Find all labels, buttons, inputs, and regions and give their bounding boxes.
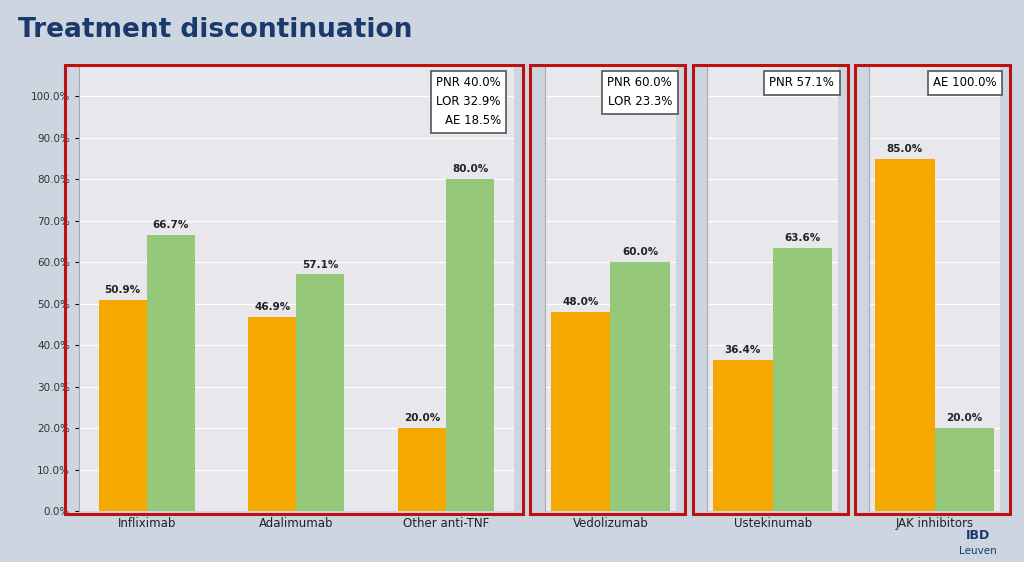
Bar: [446, 179, 495, 511]
Text: 48.0%: 48.0%: [562, 297, 599, 307]
Text: 63.6%: 63.6%: [784, 233, 820, 243]
Bar: [935, 428, 994, 511]
Bar: [551, 312, 610, 511]
Text: 66.7%: 66.7%: [153, 220, 188, 230]
Bar: [249, 317, 296, 511]
Text: 20.0%: 20.0%: [404, 414, 440, 423]
Text: 50.9%: 50.9%: [104, 285, 140, 295]
Text: 85.0%: 85.0%: [887, 144, 923, 154]
Bar: [146, 235, 195, 511]
Text: 20.0%: 20.0%: [946, 414, 983, 423]
Bar: [98, 300, 146, 511]
Text: 80.0%: 80.0%: [453, 165, 488, 174]
Text: PNR 57.1%: PNR 57.1%: [769, 76, 835, 89]
Text: 36.4%: 36.4%: [725, 346, 761, 355]
Bar: [398, 428, 446, 511]
Bar: [772, 247, 833, 511]
Text: 46.9%: 46.9%: [254, 302, 291, 312]
Text: 57.1%: 57.1%: [302, 260, 339, 270]
Text: PNR 40.0%
LOR 32.9%
AE 18.5%: PNR 40.0% LOR 32.9% AE 18.5%: [436, 76, 501, 128]
Bar: [874, 158, 935, 511]
Bar: [610, 262, 671, 511]
Text: AE 100.0%: AE 100.0%: [933, 76, 996, 89]
Text: 60.0%: 60.0%: [623, 247, 658, 257]
Text: Leuven: Leuven: [959, 546, 996, 556]
Text: IBD: IBD: [966, 529, 990, 542]
Text: PNR 60.0%
LOR 23.3%: PNR 60.0% LOR 23.3%: [607, 76, 672, 108]
Bar: [713, 360, 772, 511]
Bar: [296, 274, 344, 511]
Text: Treatment discontinuation: Treatment discontinuation: [18, 17, 413, 43]
